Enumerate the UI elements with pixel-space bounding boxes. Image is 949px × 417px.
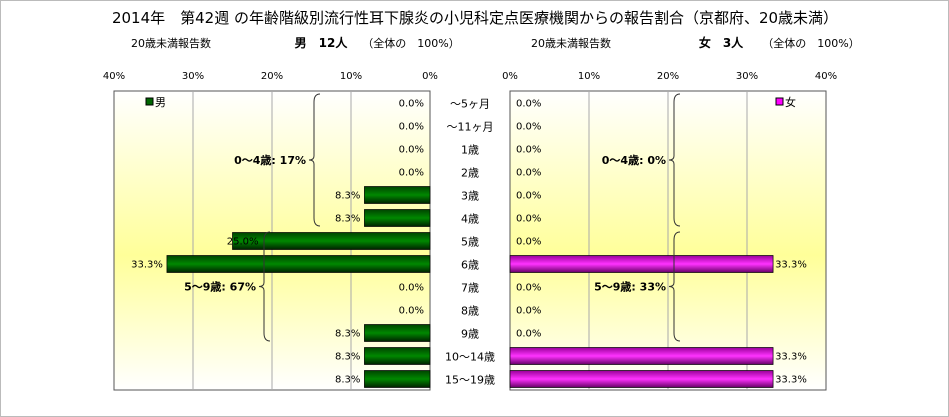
data-label: 0.0% [399,99,424,110]
header-label: 20歳未満報告数 [531,37,611,50]
bar [364,209,431,227]
bar [364,186,431,204]
bar [509,255,774,273]
data-label: 0.0% [399,168,424,179]
brace-0-4 [668,93,681,227]
category-label: 3歳 [461,190,479,203]
annotation-0-4: 0～4歳: 17% [234,153,306,167]
legend-label: 女 [785,95,796,109]
bar [364,370,431,388]
brace-5-9 [258,231,271,342]
bar [509,347,774,365]
category-label: ～11ヶ月 [447,121,494,134]
category-label: 7歳 [461,282,479,295]
header-label: 20歳未満報告数 [131,37,211,50]
data-label: 0.0% [399,145,424,156]
chart-title: 2014年 第42週 の年齢階級別流行性耳下腺炎の小児科定点医療機関からの報告割… [112,9,838,27]
annotation-5-9: 5～9歳: 67% [184,280,256,294]
data-label: 33.3% [775,260,807,271]
data-label: 0.0% [516,237,541,248]
tick-label: 10% [578,71,600,82]
category-label: 5歳 [461,236,479,249]
tick-label: 40% [103,71,125,82]
category-label: 1歳 [461,144,479,157]
tick-label: 0% [422,71,438,82]
data-label: 25.0% [227,237,259,248]
data-label: 0.0% [516,283,541,294]
data-label: 0.0% [516,122,541,133]
data-label: 0.0% [516,99,541,110]
category-label: 15～19歳 [445,374,495,387]
brace-5-9 [668,231,681,342]
data-label: 0.0% [516,306,541,317]
category-label: 2歳 [461,167,479,180]
header-count: 女 3人 [699,35,744,50]
data-label: 0.0% [399,122,424,133]
data-label: 0.0% [516,145,541,156]
brace-0-4 [308,93,321,227]
header-count: 男 12人 [295,35,349,50]
data-label: 8.3% [335,214,360,225]
data-label: 0.0% [399,283,424,294]
bar [364,347,431,365]
tick-label: 10% [340,71,362,82]
annotation-5-9: 5～9歳: 33% [594,280,666,294]
data-label: 0.0% [399,306,424,317]
category-label: 9歳 [461,328,479,341]
tick-label: 40% [815,71,837,82]
tick-label: 20% [261,71,283,82]
data-label: 0.0% [516,168,541,179]
data-label: 0.0% [516,191,541,202]
annotation-0-4: 0～4歳: 0% [602,153,666,167]
data-label: 8.3% [335,191,360,202]
bar [364,324,431,342]
tick-label: 20% [657,71,679,82]
category-label: 4歳 [461,213,479,226]
legend-swatch [775,97,784,106]
bar [509,370,774,388]
tick-label: 30% [182,71,204,82]
category-label: 6歳 [461,259,479,272]
header-share: （全体の 100%） [362,36,459,50]
tick-label: 0% [502,71,518,82]
data-label: 0.0% [516,214,541,225]
data-label: 8.3% [335,375,360,386]
data-label: 33.3% [131,260,163,271]
data-label: 8.3% [335,329,360,340]
data-label: 8.3% [335,352,360,363]
header-share: （全体の 100%） [762,36,859,50]
data-label: 33.3% [775,352,807,363]
data-label: 33.3% [775,375,807,386]
category-label: ～5ヶ月 [450,98,490,111]
category-label: 8歳 [461,305,479,318]
bar [232,232,431,250]
legend-label: 男 [155,96,166,109]
category-label: 10～14歳 [445,351,495,364]
legend-swatch [145,97,154,106]
tick-label: 30% [736,71,758,82]
bar [166,255,431,273]
data-label: 0.0% [516,329,541,340]
